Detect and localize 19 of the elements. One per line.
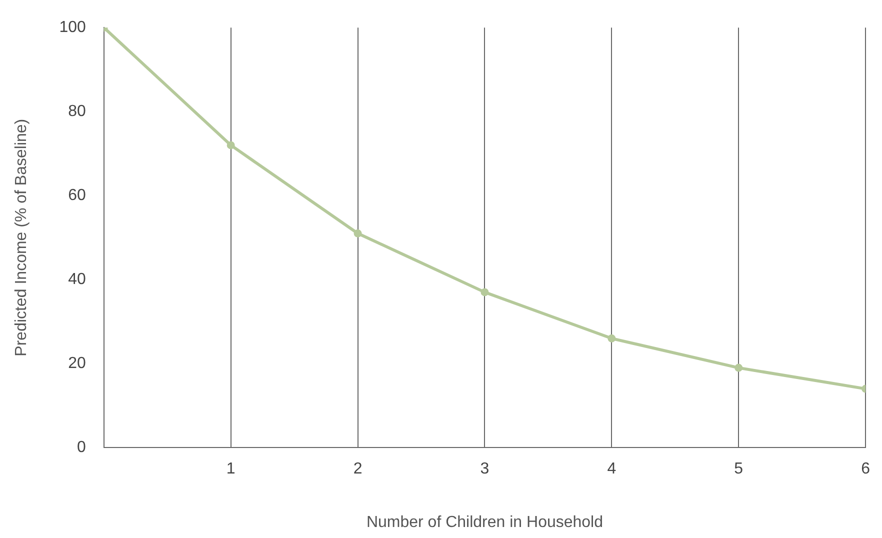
point (734, 364, 743, 372)
x-tick-label: 6 (861, 460, 870, 478)
y-tick-label: 80 (68, 103, 86, 120)
point (480, 288, 489, 296)
y-axis-title: Predicted Income (% of Baseline) (13, 118, 30, 356)
y-tick-label: 20 (68, 355, 86, 372)
y-tick-label: 100 (59, 19, 86, 36)
y-tick-label: 0 (76, 439, 86, 456)
x-tick-label: 3 (480, 460, 490, 478)
x-tick-label: 5 (734, 460, 744, 478)
point (226, 141, 235, 150)
y-tick-label: 60 (68, 187, 86, 204)
point (354, 229, 362, 238)
x-tick-label: 1 (226, 460, 236, 478)
y-tick-label: 40 (68, 271, 86, 288)
point (608, 334, 616, 342)
x-tick-label: 4 (607, 460, 616, 478)
x-axis-title: Number of Children in Household (366, 514, 604, 531)
x-tick-label: 2 (353, 460, 362, 478)
